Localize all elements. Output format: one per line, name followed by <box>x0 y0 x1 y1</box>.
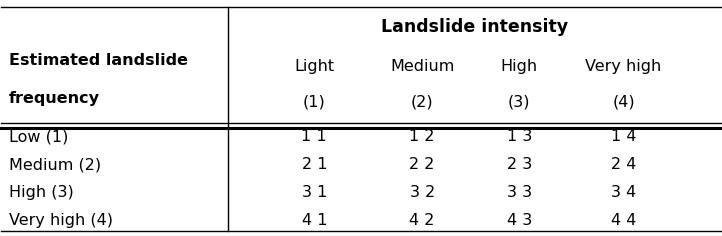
Text: Estimated landslide: Estimated landslide <box>9 53 188 68</box>
Text: 3 3: 3 3 <box>507 185 532 200</box>
Text: 3 4: 3 4 <box>611 185 636 200</box>
Text: (3): (3) <box>508 94 531 109</box>
Text: High: High <box>500 59 538 74</box>
Text: Very high: Very high <box>586 59 661 74</box>
Text: frequency: frequency <box>9 91 100 106</box>
Text: Light: Light <box>294 59 334 74</box>
Text: High (3): High (3) <box>9 185 74 200</box>
Text: 2 3: 2 3 <box>507 157 532 172</box>
Text: 2 1: 2 1 <box>302 157 327 172</box>
Text: 2 2: 2 2 <box>409 157 435 172</box>
Text: 4 3: 4 3 <box>507 213 532 228</box>
Text: 1 3: 1 3 <box>507 129 532 144</box>
Text: Low (1): Low (1) <box>9 129 68 144</box>
Text: Landslide intensity: Landslide intensity <box>380 18 567 36</box>
Text: 1 4: 1 4 <box>611 129 636 144</box>
Text: Medium: Medium <box>390 59 454 74</box>
Text: 3 2: 3 2 <box>409 185 435 200</box>
Text: Very high (4): Very high (4) <box>9 213 113 228</box>
Text: 4 2: 4 2 <box>409 213 435 228</box>
Text: 4 1: 4 1 <box>302 213 327 228</box>
Text: Medium (2): Medium (2) <box>9 157 100 172</box>
Text: (4): (4) <box>612 94 635 109</box>
Text: (2): (2) <box>411 94 433 109</box>
Text: 2 4: 2 4 <box>611 157 636 172</box>
Text: 1 1: 1 1 <box>302 129 327 144</box>
Text: 3 1: 3 1 <box>302 185 327 200</box>
Text: 1 2: 1 2 <box>409 129 435 144</box>
Text: (1): (1) <box>303 94 326 109</box>
Text: 4 4: 4 4 <box>611 213 636 228</box>
